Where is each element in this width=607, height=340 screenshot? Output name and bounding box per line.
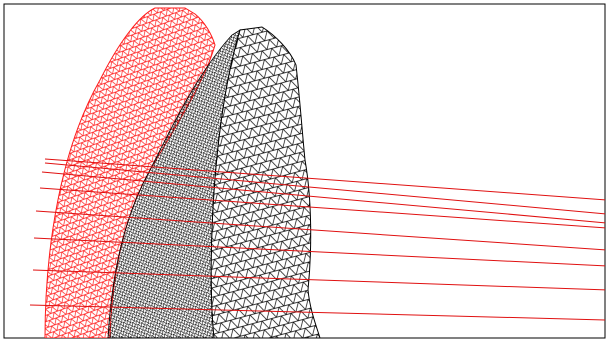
ray — [39, 187, 605, 229]
scene — [29, 7, 605, 338]
ray — [44, 162, 605, 215]
ray — [35, 210, 605, 251]
ray — [33, 237, 605, 267]
ray — [44, 158, 605, 201]
rays — [29, 158, 605, 321]
ray — [29, 304, 605, 321]
ray — [32, 269, 605, 291]
ray — [41, 171, 605, 224]
